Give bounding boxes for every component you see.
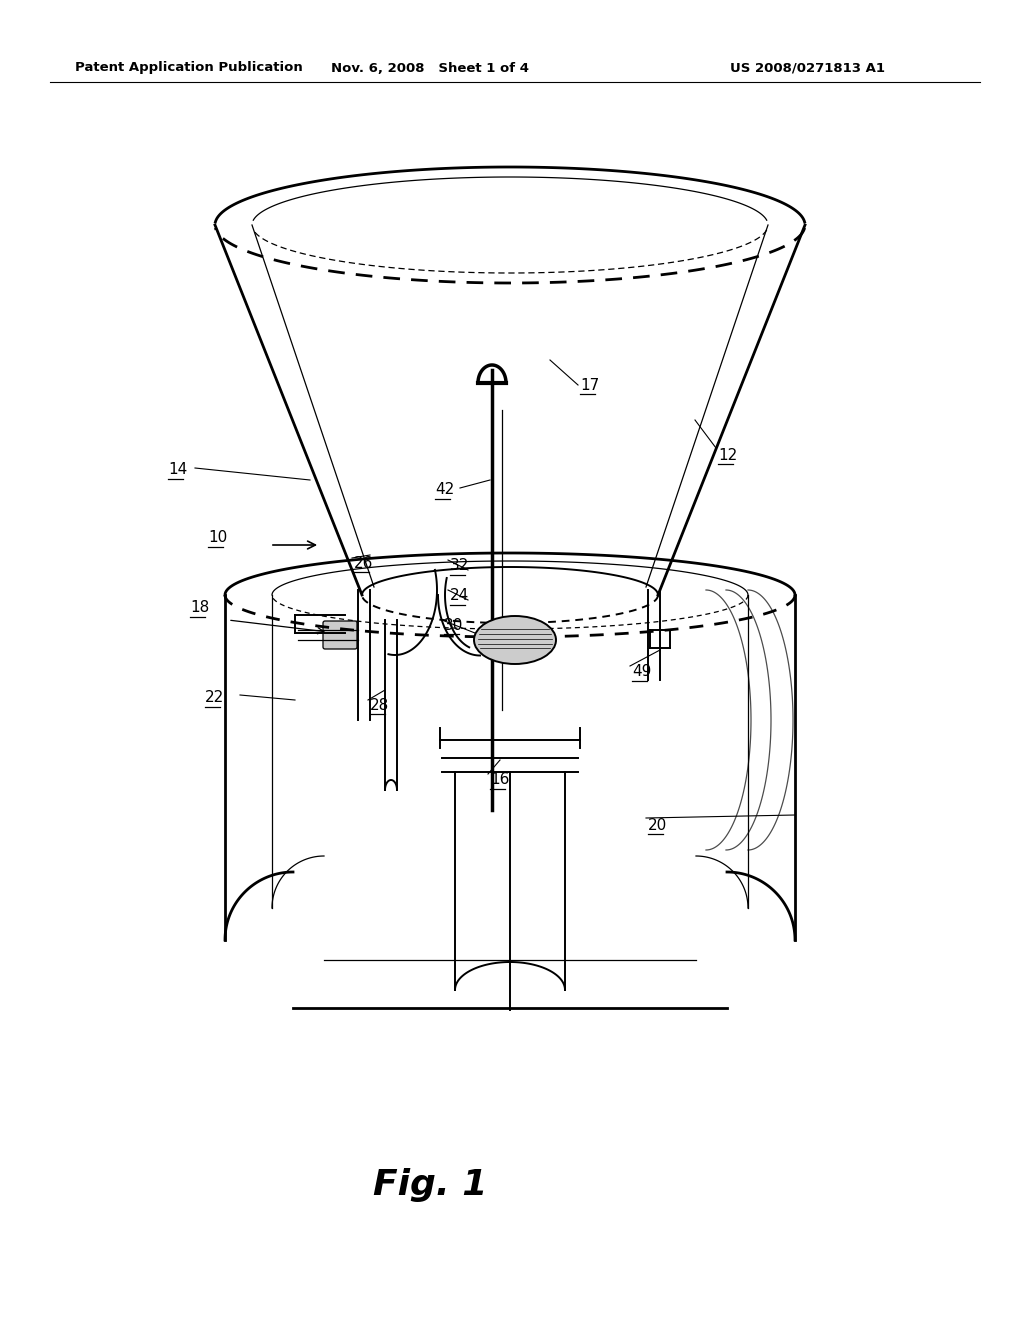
- Text: 42: 42: [435, 483, 455, 498]
- FancyBboxPatch shape: [323, 620, 357, 649]
- Text: 14: 14: [168, 462, 187, 478]
- Text: 10: 10: [208, 531, 227, 545]
- Text: 18: 18: [190, 601, 209, 615]
- Text: 16: 16: [490, 772, 509, 788]
- Text: 22: 22: [205, 690, 224, 705]
- Text: 30: 30: [444, 618, 464, 632]
- Text: 17: 17: [580, 378, 599, 392]
- Text: 12: 12: [718, 447, 737, 462]
- Text: Nov. 6, 2008   Sheet 1 of 4: Nov. 6, 2008 Sheet 1 of 4: [331, 62, 529, 74]
- Text: 32: 32: [450, 558, 469, 573]
- Ellipse shape: [474, 616, 556, 664]
- Text: 49: 49: [632, 664, 651, 680]
- Text: 26: 26: [354, 556, 374, 570]
- Text: Patent Application Publication: Patent Application Publication: [75, 62, 303, 74]
- Text: US 2008/0271813 A1: US 2008/0271813 A1: [730, 62, 885, 74]
- Text: Fig. 1: Fig. 1: [373, 1168, 487, 1203]
- Text: 24: 24: [450, 589, 469, 603]
- Text: 20: 20: [648, 817, 668, 833]
- Text: 28: 28: [370, 697, 389, 713]
